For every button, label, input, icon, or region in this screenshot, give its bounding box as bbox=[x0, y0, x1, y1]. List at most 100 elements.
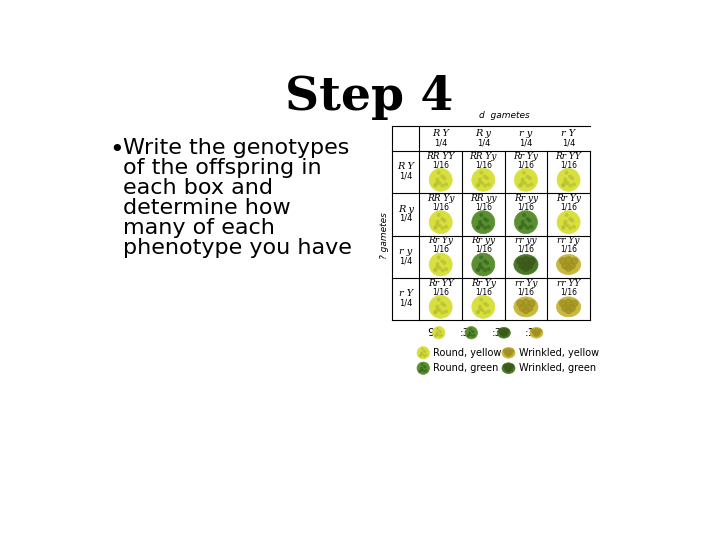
Circle shape bbox=[435, 335, 436, 336]
Circle shape bbox=[434, 226, 437, 228]
Circle shape bbox=[465, 327, 477, 339]
Circle shape bbox=[507, 353, 510, 356]
Circle shape bbox=[420, 369, 422, 370]
Circle shape bbox=[420, 352, 423, 353]
Circle shape bbox=[429, 168, 452, 191]
Circle shape bbox=[528, 300, 535, 307]
Circle shape bbox=[420, 370, 421, 372]
Circle shape bbox=[500, 332, 504, 335]
Circle shape bbox=[484, 184, 487, 187]
Circle shape bbox=[514, 168, 537, 191]
Circle shape bbox=[484, 218, 486, 220]
Ellipse shape bbox=[502, 363, 515, 374]
Circle shape bbox=[469, 333, 470, 335]
Circle shape bbox=[443, 219, 446, 222]
Circle shape bbox=[470, 334, 472, 335]
Circle shape bbox=[481, 224, 484, 227]
Circle shape bbox=[571, 219, 574, 222]
Circle shape bbox=[436, 263, 439, 266]
Circle shape bbox=[477, 268, 480, 271]
Text: 1/16: 1/16 bbox=[560, 202, 577, 212]
Circle shape bbox=[443, 177, 446, 180]
Circle shape bbox=[441, 218, 444, 220]
Circle shape bbox=[505, 329, 509, 333]
Circle shape bbox=[438, 309, 441, 312]
Circle shape bbox=[484, 302, 486, 305]
Circle shape bbox=[569, 184, 572, 187]
Circle shape bbox=[572, 183, 575, 186]
Circle shape bbox=[438, 224, 441, 227]
Text: 1/4: 1/4 bbox=[434, 138, 447, 147]
Circle shape bbox=[434, 268, 437, 271]
Text: Write the genotypes: Write the genotypes bbox=[123, 138, 350, 158]
Circle shape bbox=[479, 223, 482, 226]
Circle shape bbox=[523, 256, 529, 263]
Text: 1/4: 1/4 bbox=[519, 138, 533, 147]
Ellipse shape bbox=[514, 297, 538, 317]
Circle shape bbox=[519, 305, 526, 311]
Text: Rr YY: Rr YY bbox=[556, 152, 582, 160]
Circle shape bbox=[566, 182, 569, 185]
Ellipse shape bbox=[514, 254, 538, 274]
Circle shape bbox=[480, 256, 482, 259]
Circle shape bbox=[484, 227, 487, 229]
Circle shape bbox=[436, 180, 438, 184]
Circle shape bbox=[562, 226, 564, 228]
Circle shape bbox=[441, 260, 444, 262]
Circle shape bbox=[436, 178, 439, 181]
Circle shape bbox=[569, 175, 572, 178]
Circle shape bbox=[487, 225, 490, 228]
Text: r Y: r Y bbox=[562, 129, 576, 138]
Circle shape bbox=[507, 349, 510, 352]
Circle shape bbox=[479, 180, 482, 184]
Circle shape bbox=[439, 335, 441, 336]
Circle shape bbox=[530, 183, 533, 186]
Circle shape bbox=[484, 175, 486, 178]
Circle shape bbox=[536, 332, 540, 335]
Circle shape bbox=[472, 330, 473, 332]
Circle shape bbox=[486, 261, 488, 265]
Circle shape bbox=[526, 227, 529, 229]
Text: 1/16: 1/16 bbox=[518, 245, 534, 254]
Text: Rr Yy: Rr Yy bbox=[556, 194, 581, 203]
Circle shape bbox=[504, 332, 508, 335]
Text: Wrinkled, green: Wrinkled, green bbox=[518, 363, 595, 373]
Circle shape bbox=[487, 310, 490, 313]
Circle shape bbox=[437, 328, 438, 329]
Circle shape bbox=[477, 184, 480, 186]
Text: 1/16: 1/16 bbox=[474, 202, 492, 212]
Circle shape bbox=[519, 262, 526, 269]
Circle shape bbox=[523, 265, 529, 271]
Circle shape bbox=[438, 334, 439, 335]
Circle shape bbox=[472, 253, 495, 276]
Text: RR Yy: RR Yy bbox=[427, 194, 454, 203]
Text: 1/16: 1/16 bbox=[518, 202, 534, 212]
Circle shape bbox=[523, 307, 529, 314]
Circle shape bbox=[505, 352, 508, 355]
Circle shape bbox=[508, 352, 512, 355]
Text: 1/16: 1/16 bbox=[432, 245, 449, 254]
Circle shape bbox=[499, 329, 503, 333]
Circle shape bbox=[521, 220, 524, 223]
Text: Rr Yy: Rr Yy bbox=[471, 279, 496, 288]
Circle shape bbox=[417, 347, 429, 359]
Circle shape bbox=[477, 226, 479, 229]
Circle shape bbox=[484, 260, 486, 262]
Text: 1/4: 1/4 bbox=[399, 256, 413, 265]
Text: 1/16: 1/16 bbox=[560, 287, 577, 296]
Text: each box and: each box and bbox=[123, 178, 274, 198]
Text: RR yy: RR yy bbox=[470, 194, 497, 203]
Text: R y: R y bbox=[398, 205, 414, 214]
Circle shape bbox=[565, 214, 568, 217]
Text: 1/16: 1/16 bbox=[560, 245, 577, 254]
Circle shape bbox=[421, 363, 423, 365]
Text: 1/16: 1/16 bbox=[518, 160, 534, 169]
Circle shape bbox=[433, 327, 445, 339]
Circle shape bbox=[425, 351, 426, 353]
Circle shape bbox=[523, 182, 526, 185]
Circle shape bbox=[523, 299, 529, 306]
Circle shape bbox=[564, 178, 567, 181]
Circle shape bbox=[477, 311, 479, 314]
Text: R Y: R Y bbox=[397, 163, 414, 171]
Circle shape bbox=[528, 258, 535, 264]
